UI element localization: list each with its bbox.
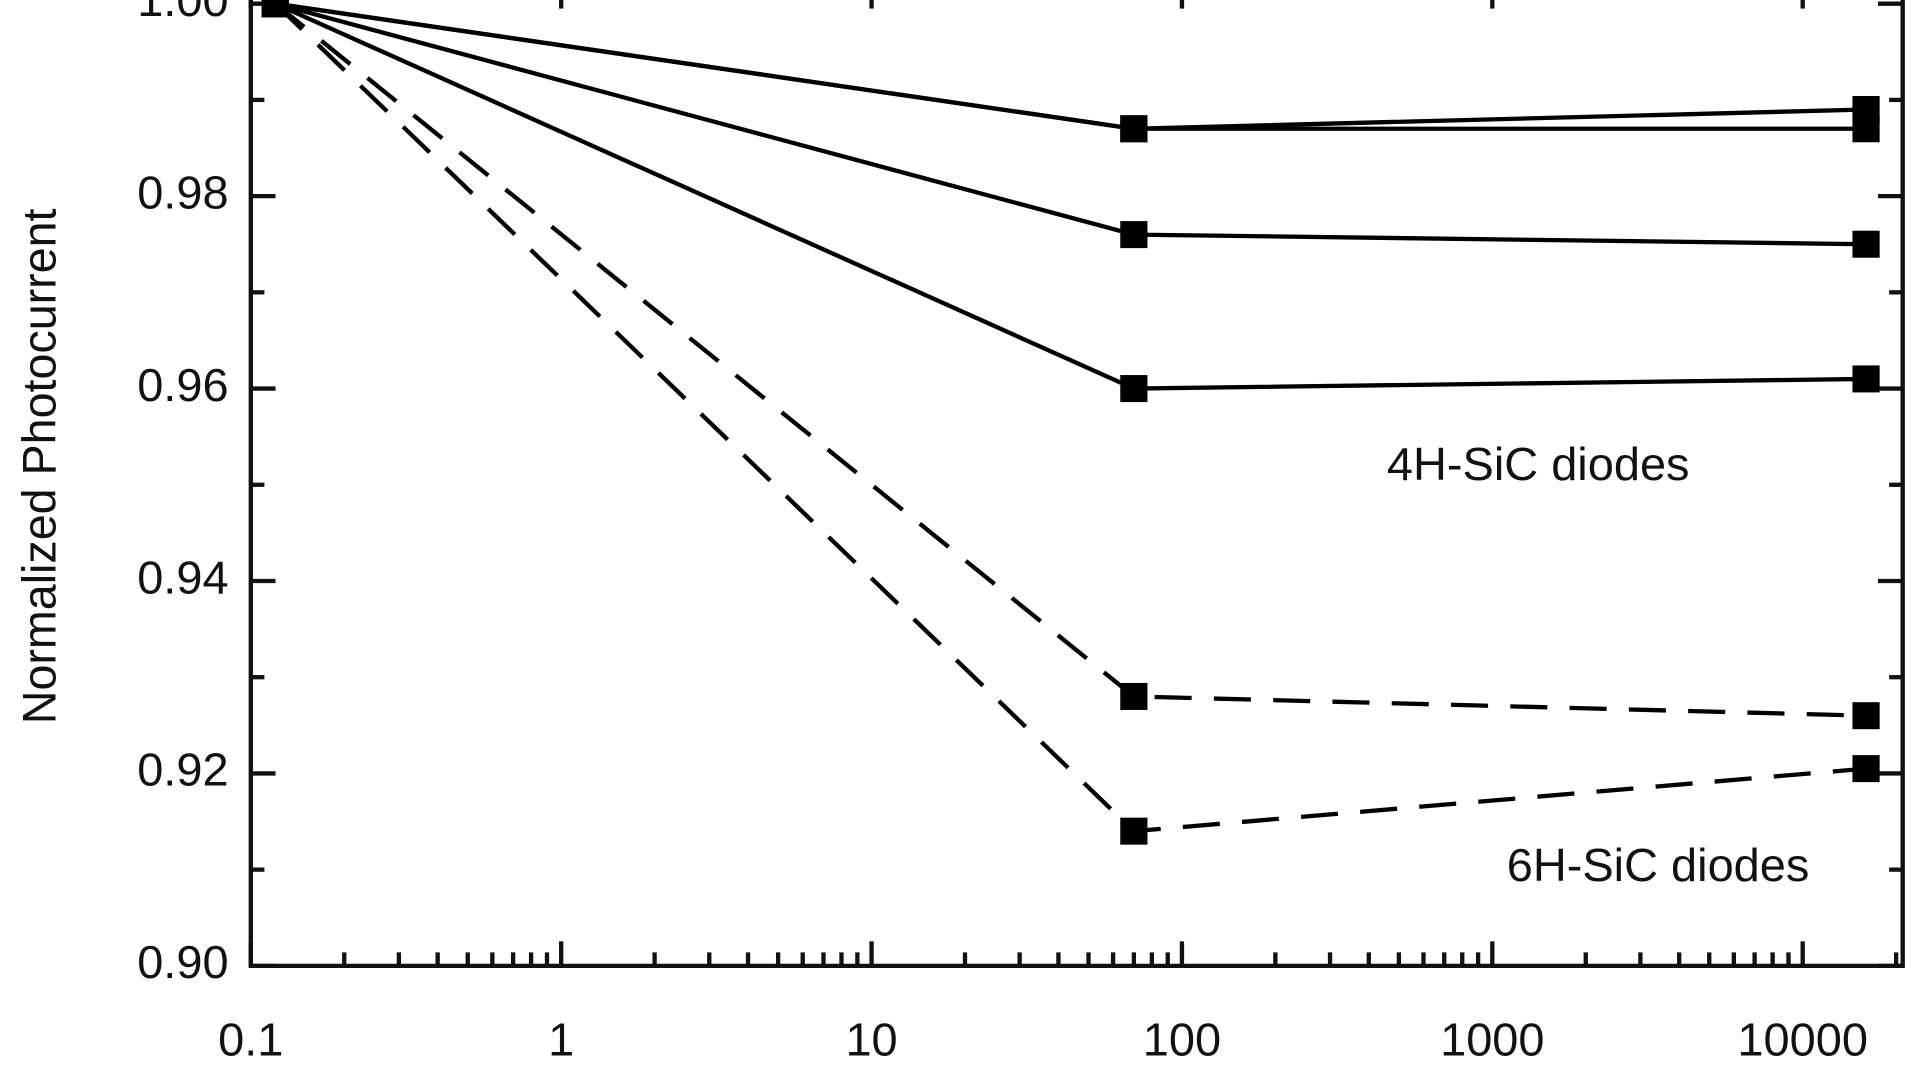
marker bbox=[1120, 115, 1148, 143]
x-tick-label: 1 bbox=[548, 1014, 574, 1066]
x-tick-label: 1000 bbox=[1440, 1014, 1544, 1066]
y-axis-label: Normalized Photocurrent bbox=[14, 209, 66, 725]
marker bbox=[1852, 115, 1880, 143]
marker bbox=[1120, 682, 1148, 710]
marker bbox=[1120, 375, 1148, 403]
y-tick-label: 0.96 bbox=[137, 359, 228, 411]
marker bbox=[1852, 702, 1880, 730]
y-tick-label: 0.90 bbox=[137, 936, 228, 988]
x-tick-label: 100 bbox=[1143, 1014, 1221, 1066]
x-tick-label: 10000 bbox=[1737, 1014, 1868, 1066]
annotation: 4H-SiC diodes bbox=[1387, 438, 1690, 490]
x-tick-label: 10 bbox=[845, 1014, 897, 1066]
marker bbox=[1852, 365, 1880, 393]
y-tick-label: 1.00 bbox=[137, 0, 228, 26]
y-tick-label: 0.98 bbox=[137, 167, 228, 219]
y-tick-label: 0.94 bbox=[137, 551, 228, 603]
marker bbox=[1852, 230, 1880, 258]
marker bbox=[1120, 221, 1148, 249]
marker bbox=[1120, 817, 1148, 845]
marker bbox=[1852, 755, 1880, 783]
y-tick-label: 0.92 bbox=[137, 744, 228, 796]
x-tick-label: 0.1 bbox=[218, 1014, 283, 1066]
annotation: 6H-SiC diodes bbox=[1507, 839, 1810, 891]
plot-frame bbox=[248, 0, 1905, 969]
marker bbox=[261, 0, 289, 18]
series-line bbox=[274, 2, 1867, 718]
